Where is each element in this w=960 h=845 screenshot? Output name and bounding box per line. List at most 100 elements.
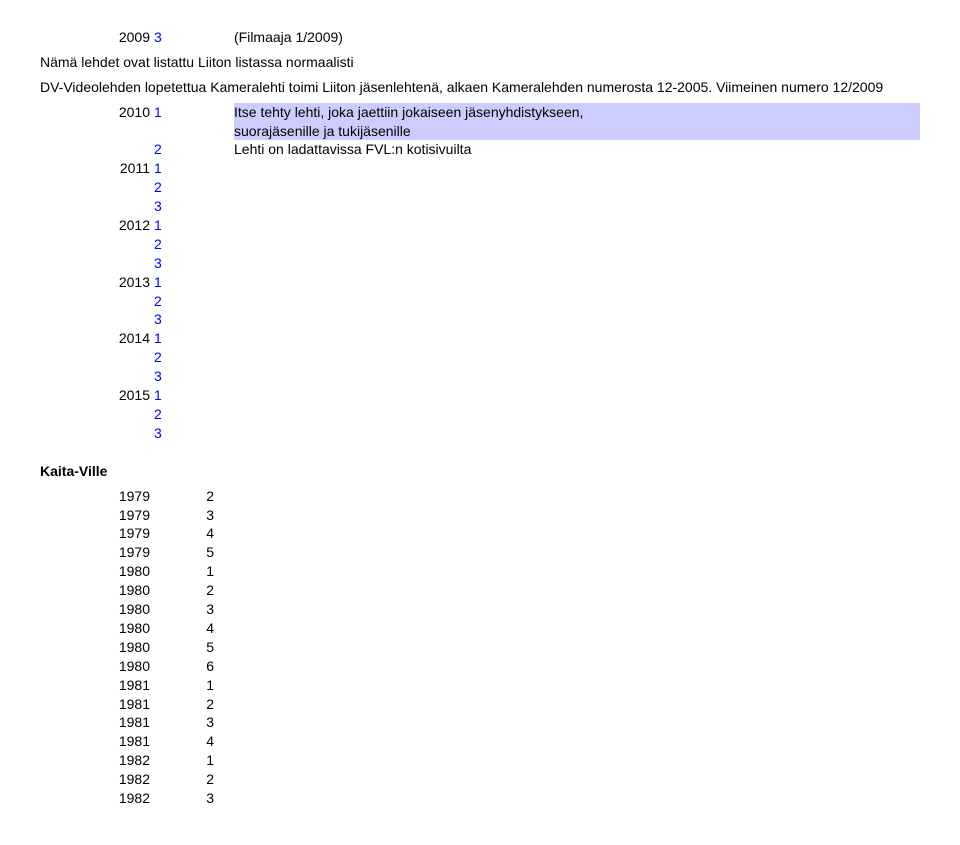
row-year: 1980: [40, 562, 154, 581]
row-note: [174, 273, 920, 292]
row-year: [40, 348, 154, 367]
row-year: 1980: [40, 657, 154, 676]
list-row: 20151: [40, 386, 920, 405]
row-num: 1: [154, 273, 174, 292]
row-num: 1: [154, 159, 174, 178]
row-year: 1979: [40, 524, 154, 543]
row-num: 3: [154, 713, 214, 732]
row-num: 2: [154, 348, 174, 367]
row-num: 3: [154, 600, 214, 619]
row-num: 2: [154, 235, 174, 254]
row-note: [174, 310, 920, 329]
list-row: 19811: [40, 676, 920, 695]
row-num: 2: [154, 405, 174, 424]
row-year: [40, 367, 154, 386]
row-num: 1: [154, 676, 214, 695]
row-num: 2: [154, 695, 214, 714]
row-year: 2013: [40, 273, 154, 292]
row-year: 1982: [40, 789, 154, 808]
row-year: 1981: [40, 732, 154, 751]
row-year: 1979: [40, 543, 154, 562]
row-note: [174, 329, 920, 348]
list-row: 19801: [40, 562, 920, 581]
row-num: 5: [154, 543, 214, 562]
header-num: 3: [154, 28, 174, 47]
row-num: 2: [154, 487, 214, 506]
list-row: 3: [40, 254, 920, 273]
list-row: 19814: [40, 732, 920, 751]
row-year: 1981: [40, 676, 154, 695]
list-row: 2: [40, 178, 920, 197]
list-row: 19823: [40, 789, 920, 808]
list-row: 20131: [40, 273, 920, 292]
row-num: 1: [154, 103, 174, 141]
row-note: Lehti on ladattavissa FVL:n kotisivuilta: [174, 140, 920, 159]
list-row: 2: [40, 292, 920, 311]
row-num: 4: [154, 619, 214, 638]
row-year: [40, 292, 154, 311]
list-row: 19802: [40, 581, 920, 600]
list-row: 20111: [40, 159, 920, 178]
row-num: 4: [154, 732, 214, 751]
row-note: [174, 235, 920, 254]
row-num: 2: [154, 140, 174, 159]
list-row: 19821: [40, 751, 920, 770]
row-num: 3: [154, 310, 174, 329]
row-num: 6: [154, 657, 214, 676]
issue-list-2: 1979219793197941979519801198021980319804…: [40, 487, 920, 808]
list-row: 19804: [40, 619, 920, 638]
row-note: [174, 254, 920, 273]
row-year: 1982: [40, 770, 154, 789]
row-num: 3: [154, 254, 174, 273]
row-num: 3: [154, 506, 214, 525]
row-note: [174, 292, 920, 311]
row-note: [174, 405, 920, 424]
row-year: [40, 235, 154, 254]
list-row: 20141: [40, 329, 920, 348]
row-num: 1: [154, 562, 214, 581]
row-year: 2014: [40, 329, 154, 348]
row-num: 1: [154, 216, 174, 235]
list-row: 19795: [40, 543, 920, 562]
list-row: 2Lehti on ladattavissa FVL:n kotisivuilt…: [40, 140, 920, 159]
row-year: 1979: [40, 506, 154, 525]
list-row: 19806: [40, 657, 920, 676]
header-row: 2009 3 (Filmaaja 1/2009): [40, 28, 920, 47]
list-row: 20101Itse tehty lehti, joka jaettiin jok…: [40, 103, 920, 141]
row-num: 3: [154, 424, 174, 443]
row-note: [174, 159, 920, 178]
row-num: 1: [154, 386, 174, 405]
row-year: 2012: [40, 216, 154, 235]
header-year: 2009: [40, 28, 154, 47]
row-year: [40, 178, 154, 197]
row-year: [40, 310, 154, 329]
row-num: 1: [154, 329, 174, 348]
row-year: 1982: [40, 751, 154, 770]
list-row: 3: [40, 197, 920, 216]
issue-list-1: 20101Itse tehty lehti, joka jaettiin jok…: [40, 103, 920, 443]
row-num: 4: [154, 524, 214, 543]
row-year: 1979: [40, 487, 154, 506]
list-row: 19792: [40, 487, 920, 506]
row-note: [174, 367, 920, 386]
list-row: 19805: [40, 638, 920, 657]
row-year: 1980: [40, 581, 154, 600]
row-year: 2010: [40, 103, 154, 141]
row-year: [40, 140, 154, 159]
row-note: [174, 348, 920, 367]
row-num: 2: [154, 770, 214, 789]
row-year: [40, 405, 154, 424]
list-row: 19794: [40, 524, 920, 543]
row-year: 2015: [40, 386, 154, 405]
row-note: [174, 178, 920, 197]
list-row: 2: [40, 235, 920, 254]
row-num: 2: [154, 581, 214, 600]
row-year: [40, 424, 154, 443]
list-row: 3: [40, 424, 920, 443]
list-row: 20121: [40, 216, 920, 235]
row-year: [40, 254, 154, 273]
row-note: Itse tehty lehti, joka jaettiin jokaisee…: [174, 103, 920, 141]
row-year: 1980: [40, 600, 154, 619]
row-year: 1980: [40, 638, 154, 657]
row-num: 1: [154, 751, 214, 770]
